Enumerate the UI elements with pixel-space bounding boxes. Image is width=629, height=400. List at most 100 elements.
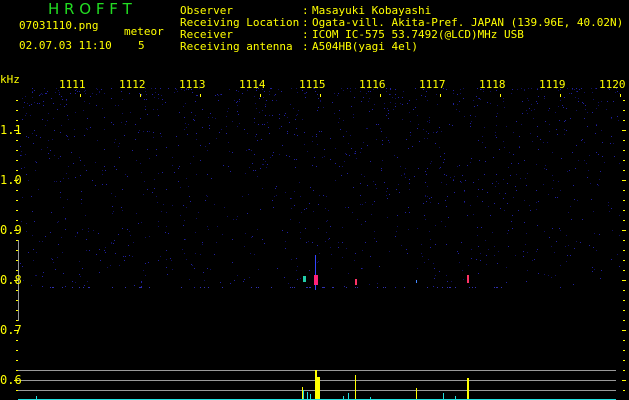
meteor-range-line xyxy=(18,240,19,321)
noise-dot xyxy=(547,142,548,143)
noise-dot xyxy=(62,287,63,288)
noise-dot xyxy=(564,97,565,98)
noise-dot xyxy=(361,224,362,225)
noise-dot xyxy=(256,88,257,89)
noise-dot xyxy=(245,233,246,234)
noise-dot xyxy=(360,183,361,184)
noise-dot xyxy=(20,263,21,264)
noise-dot xyxy=(32,88,33,89)
noise-dot xyxy=(446,244,447,245)
noise-dot xyxy=(237,111,238,112)
noise-dot xyxy=(258,124,259,125)
noise-dot xyxy=(294,287,295,288)
noise-dot xyxy=(188,89,189,90)
noise-dot xyxy=(338,122,339,123)
noise-dot xyxy=(174,92,175,93)
noise-dot xyxy=(527,173,528,174)
noise-dot xyxy=(429,122,430,123)
noise-dot xyxy=(227,111,228,112)
noise-dot xyxy=(476,259,477,260)
noise-dot xyxy=(470,162,471,163)
noise-dot xyxy=(207,174,208,175)
noise-dot xyxy=(149,158,150,159)
noise-dot xyxy=(584,142,585,143)
noise-dot xyxy=(316,166,317,167)
noise-dot xyxy=(343,90,344,91)
noise-dot xyxy=(464,201,465,202)
noise-dot xyxy=(315,91,316,92)
noise-dot xyxy=(339,118,340,119)
noise-dot xyxy=(156,196,157,197)
noise-dot xyxy=(346,248,347,249)
noise-dot xyxy=(425,219,426,220)
noise-dot xyxy=(460,181,461,182)
noise-dot xyxy=(363,142,364,143)
y-minor-tick xyxy=(623,390,625,391)
noise-dot xyxy=(318,261,319,262)
noise-dot xyxy=(487,102,488,103)
noise-dot xyxy=(559,120,560,121)
noise-dot xyxy=(195,232,196,233)
noise-dot xyxy=(84,165,85,166)
noise-dot xyxy=(360,152,361,153)
noise-dot xyxy=(39,103,40,104)
y-minor-tick xyxy=(16,260,18,261)
noise-dot xyxy=(202,242,203,243)
noise-dot xyxy=(172,157,173,158)
noise-dot xyxy=(176,136,177,137)
noise-dot xyxy=(497,263,498,264)
noise-dot xyxy=(571,219,572,220)
noise-dot xyxy=(195,101,196,102)
noise-dot xyxy=(364,88,365,89)
noise-dot xyxy=(409,183,410,184)
noise-dot xyxy=(316,136,317,137)
noise-dot xyxy=(158,94,159,95)
noise-dot xyxy=(537,249,538,250)
info-antenna-label: Receiving antenna xyxy=(180,40,293,53)
noise-dot xyxy=(60,192,61,193)
info-location-value: Ogata-vill. Akita-Pref. JAPAN (139.96E, … xyxy=(312,16,624,29)
noise-dot xyxy=(544,96,545,97)
noise-dot xyxy=(364,176,365,177)
noise-dot xyxy=(326,221,327,222)
noise-dot xyxy=(509,152,510,153)
noise-dot xyxy=(460,89,461,90)
noise-dot xyxy=(330,247,331,248)
noise-dot xyxy=(473,214,474,215)
noise-dot xyxy=(530,210,531,211)
noise-dot xyxy=(244,279,245,280)
noise-dot xyxy=(252,163,253,164)
noise-dot xyxy=(75,177,76,178)
noise-dot xyxy=(151,88,152,89)
noise-dot xyxy=(537,126,538,127)
noise-dot xyxy=(172,205,173,206)
noise-dot xyxy=(232,239,233,240)
noise-dot xyxy=(156,155,157,156)
noise-dot xyxy=(92,180,93,181)
noise-dot xyxy=(342,242,343,243)
noise-dot xyxy=(145,91,146,92)
noise-dot xyxy=(287,133,288,134)
noise-dot xyxy=(58,244,59,245)
noise-dot xyxy=(179,112,180,113)
noise-dot xyxy=(617,116,618,117)
noise-dot xyxy=(430,247,431,248)
noise-dot xyxy=(185,103,186,104)
y-minor-tick xyxy=(623,250,625,251)
noise-dot xyxy=(190,201,191,202)
noise-dot xyxy=(33,249,34,250)
noise-dot xyxy=(165,232,166,233)
noise-dot xyxy=(306,92,307,93)
noise-dot xyxy=(202,109,203,110)
noise-dot xyxy=(312,141,313,142)
noise-dot xyxy=(329,238,330,239)
signal-bar xyxy=(317,377,320,399)
noise-dot xyxy=(279,128,280,129)
noise-dot xyxy=(272,155,273,156)
noise-dot xyxy=(269,91,270,92)
noise-dot xyxy=(186,88,187,89)
noise-dot xyxy=(362,268,363,269)
noise-dot xyxy=(294,134,295,135)
noise-dot xyxy=(406,139,407,140)
y-minor-tick xyxy=(16,100,18,101)
